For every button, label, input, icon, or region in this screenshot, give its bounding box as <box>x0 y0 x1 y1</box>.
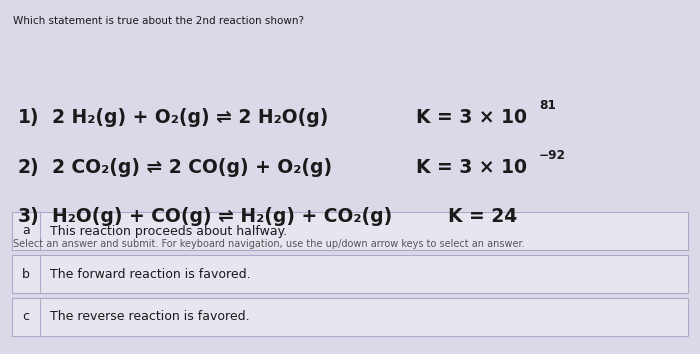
Text: 2 H₂(g) + O₂(g) ⇌ 2 H₂O(g): 2 H₂(g) + O₂(g) ⇌ 2 H₂O(g) <box>52 108 329 127</box>
Text: K = 3 × 10: K = 3 × 10 <box>416 158 528 177</box>
Text: 3): 3) <box>18 207 39 226</box>
Text: K = 3 × 10: K = 3 × 10 <box>416 108 528 127</box>
Text: The forward reaction is favored.: The forward reaction is favored. <box>50 268 251 280</box>
Text: 2 CO₂(g) ⇌ 2 CO(g) + O₂(g): 2 CO₂(g) ⇌ 2 CO(g) + O₂(g) <box>52 158 332 177</box>
Text: Which statement is true about the 2nd reaction shown?: Which statement is true about the 2nd re… <box>13 16 304 26</box>
Text: 2): 2) <box>18 158 39 177</box>
Text: The reverse reaction is favored.: The reverse reaction is favored. <box>50 310 250 324</box>
Text: b: b <box>22 268 30 280</box>
Text: c: c <box>22 310 29 324</box>
Text: K = 24: K = 24 <box>448 207 517 226</box>
Text: 1): 1) <box>18 108 39 127</box>
Text: Select an answer and submit. For keyboard navigation, use the up/down arrow keys: Select an answer and submit. For keyboar… <box>13 239 524 249</box>
Text: H₂O(g) + CO(g) ⇌ H₂(g) + CO₂(g): H₂O(g) + CO(g) ⇌ H₂(g) + CO₂(g) <box>52 207 393 226</box>
Text: This reaction proceeds about halfway.: This reaction proceeds about halfway. <box>50 224 287 238</box>
Text: 81: 81 <box>539 99 556 112</box>
Text: −92: −92 <box>539 149 566 162</box>
Text: a: a <box>22 224 30 238</box>
